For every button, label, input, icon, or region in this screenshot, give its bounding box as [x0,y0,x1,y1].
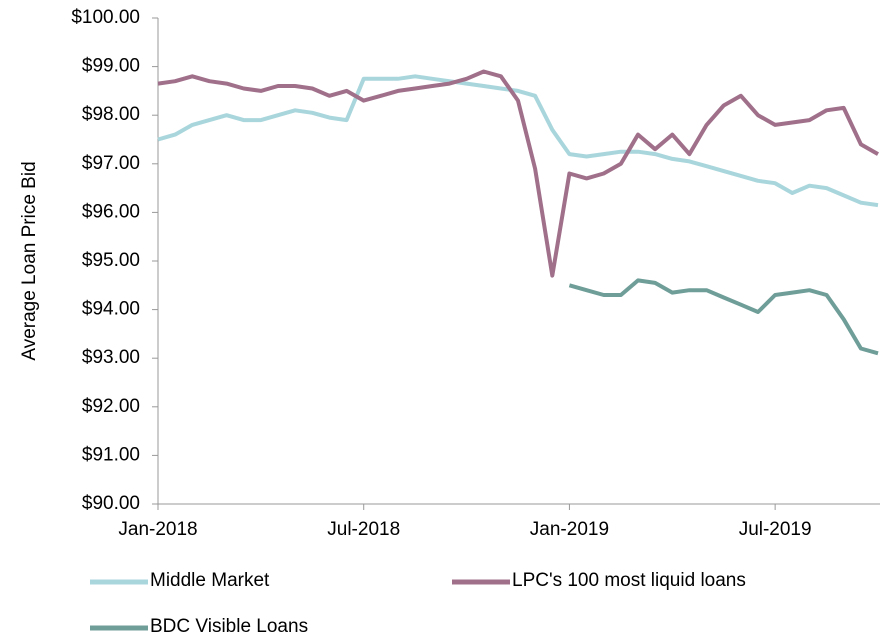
y-tick-label: $100.00 [71,7,140,28]
y-tick-label: $90.00 [82,493,140,514]
y-tick-label: $97.00 [82,153,140,174]
series-line [157,69,879,278]
series-line [157,74,879,208]
y-tick-label: $99.00 [82,56,140,77]
x-tick-label: Jan-2018 [118,519,197,540]
legend-label: BDC Visible Loans [150,616,308,637]
legend-label: Middle Market [150,570,270,591]
y-tick-label: $94.00 [82,299,140,320]
y-tick-label: $98.00 [82,104,140,125]
x-tick-label: Jul-2018 [327,519,400,540]
y-tick-label: $95.00 [82,250,140,271]
x-tick-label: Jan-2019 [530,519,609,540]
x-tick-label: Jul-2019 [739,519,812,540]
legend-label: LPC's 100 most liquid loans [512,570,746,591]
y-tick-label: $93.00 [82,347,140,368]
y-axis-label: Average Loan Price Bid [19,161,40,360]
y-tick-label: $91.00 [82,444,140,465]
y-tick-label: $96.00 [82,201,140,222]
y-tick-label: $92.00 [82,396,140,417]
series-line [568,278,879,356]
